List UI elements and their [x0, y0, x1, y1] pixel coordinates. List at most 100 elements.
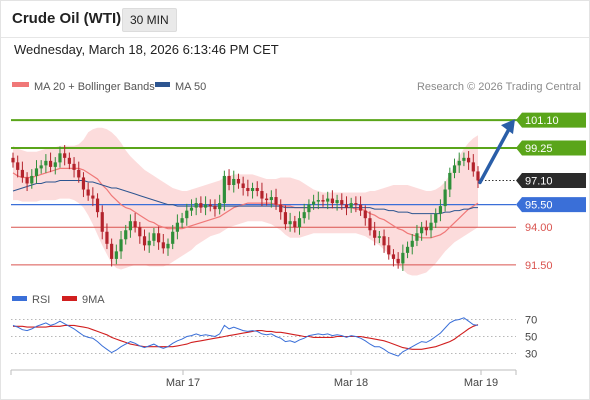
ma20-legend-label: MA 20 + Bollinger Bands [34, 81, 155, 93]
candle-body [467, 157, 471, 163]
candle-body [147, 240, 151, 246]
candle-body [124, 230, 128, 240]
level-labels: 101.10 99.25 97.10 95.50 94.00 91.50 [516, 112, 586, 272]
forecast-arrow-shaft [478, 127, 511, 185]
candle-body [373, 230, 377, 238]
rsi-ma-legend-label: 9MA [82, 294, 105, 306]
candle-body [321, 200, 325, 202]
candle-body [203, 204, 208, 208]
candle-body [363, 210, 367, 219]
candle-body [302, 212, 306, 219]
candle-body [114, 251, 118, 259]
candle-body [218, 203, 222, 210]
candle-body [77, 169, 81, 178]
candle-body [471, 162, 475, 172]
candle-body [25, 177, 29, 184]
support-label: 94.00 [525, 222, 553, 234]
candle-body [110, 243, 114, 259]
candle-body [349, 203, 353, 208]
candle-body [265, 198, 269, 201]
candle-body [138, 227, 142, 237]
candle-body [48, 160, 53, 167]
candle-body [452, 165, 457, 173]
rsi-tick-label: 70 [525, 315, 537, 327]
candle-body [269, 197, 273, 201]
candle-body [434, 213, 438, 223]
candle-body [274, 197, 278, 205]
copyright-text: Research © 2026 Trading Central [417, 81, 581, 93]
candle-body [185, 210, 189, 219]
candle-body [222, 175, 226, 204]
candle-body [312, 201, 316, 205]
bollinger-band-fill [13, 127, 478, 276]
header-bar: Crude Oil (WTI) 30 MIN [1, 1, 589, 38]
candle-body [213, 206, 217, 210]
candle-body [199, 203, 203, 208]
candle-body [255, 188, 259, 192]
candle-body [316, 200, 320, 202]
candle-body [128, 221, 133, 231]
candle-body [20, 169, 24, 178]
resistance-label-box [516, 140, 586, 156]
candle-body [95, 198, 100, 213]
candle-body [208, 204, 212, 207]
candle-body [100, 212, 104, 232]
moving-averages [12, 167, 479, 239]
candle-body [462, 157, 466, 161]
candle-body [30, 175, 34, 184]
candle-body [476, 171, 480, 181]
candle-body [175, 222, 179, 232]
time-axis-label: Mar 17 [166, 377, 200, 389]
candle-body [410, 240, 414, 247]
candle-body [53, 162, 57, 167]
rsi-ma-line [13, 324, 479, 350]
rsi-tick-label: 30 [525, 349, 537, 361]
ma50-line [12, 180, 478, 215]
candle-body [166, 243, 170, 249]
resistance-label: 99.25 [525, 143, 553, 155]
candle-body [377, 236, 381, 238]
candle-body [420, 227, 424, 234]
time-axis-label: Mar 18 [334, 377, 368, 389]
ma50-legend-swatch [155, 82, 170, 87]
candle-body [119, 239, 123, 252]
candle-body [34, 168, 39, 176]
candle-body [232, 178, 236, 185]
candle-body [415, 233, 419, 241]
candle-body [344, 204, 349, 208]
rsi-ma-legend-swatch [62, 296, 77, 301]
bollinger-bands [13, 127, 478, 276]
candle-body [288, 221, 292, 225]
candle-body [39, 165, 43, 169]
forecast-arrow [478, 119, 515, 185]
candle-body [297, 218, 302, 228]
time-axis: Mar 17 Mar 18 Mar 19 [10, 369, 517, 389]
pivot-label: 95.50 [525, 200, 553, 212]
candle-body [157, 233, 161, 243]
candle-body [448, 172, 452, 190]
resistance-label-box [516, 112, 586, 128]
resistance-label: 101.10 [525, 115, 559, 127]
candle-body [91, 195, 95, 199]
candle-body [81, 177, 86, 190]
candle-body [152, 233, 156, 241]
candle-body [133, 221, 137, 228]
candle-body [391, 254, 396, 259]
candle-body [438, 206, 443, 214]
candle-body [405, 246, 410, 253]
candle-body [171, 231, 175, 244]
price-levels [11, 119, 520, 266]
candle-body [227, 175, 231, 185]
candlesticks [11, 145, 480, 271]
instrument-title: Crude Oil (WTI) [12, 10, 122, 27]
interval-button[interactable]: 30 MIN [122, 8, 177, 32]
pivot-label-box [516, 197, 586, 213]
rsi-legend-label: RSI [32, 294, 50, 306]
candle-body [354, 203, 358, 205]
rsi-line [12, 317, 479, 357]
candle-body [340, 200, 344, 205]
candle-body [368, 218, 372, 231]
candle-body [16, 162, 20, 170]
last-price-label-box [516, 172, 586, 188]
candle-body [11, 157, 15, 163]
